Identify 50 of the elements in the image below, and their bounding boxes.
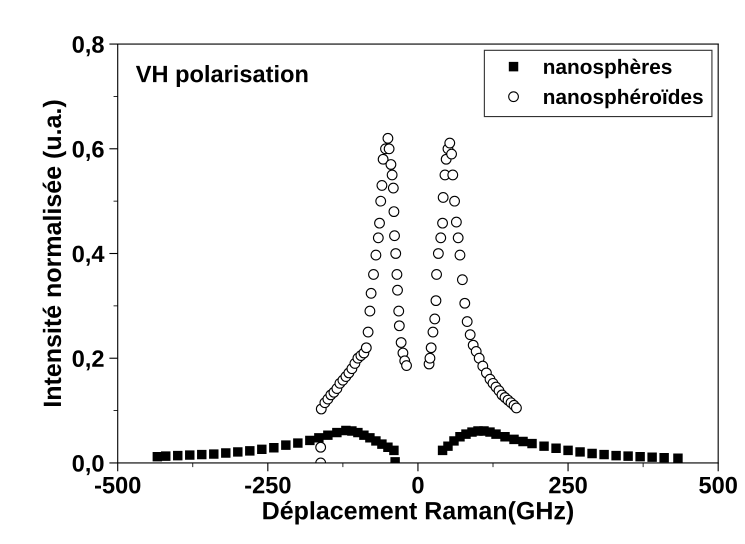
legend-label: nanosphères <box>544 58 672 78</box>
point <box>518 436 528 446</box>
point <box>623 451 633 461</box>
point <box>599 450 609 460</box>
point <box>673 454 683 463</box>
point <box>491 429 501 439</box>
point <box>539 441 549 451</box>
x-tick-label: -250 <box>245 476 290 494</box>
y-tick-label: 0,4 <box>72 246 104 266</box>
point <box>563 446 573 456</box>
point <box>269 443 279 452</box>
point <box>551 444 561 454</box>
point <box>647 452 657 462</box>
point <box>245 446 255 456</box>
point <box>611 450 621 460</box>
point <box>197 450 206 460</box>
annotation: VH polarisation <box>136 65 308 88</box>
point <box>500 432 510 442</box>
x-tick-label: 0 <box>412 476 424 494</box>
point <box>323 430 333 440</box>
x-tick-label: 250 <box>549 476 587 494</box>
point <box>281 440 291 450</box>
point <box>389 446 399 456</box>
point <box>185 450 194 460</box>
point <box>233 447 243 457</box>
point <box>152 452 162 462</box>
point <box>257 444 267 454</box>
point <box>293 438 303 448</box>
point <box>332 428 342 438</box>
point <box>305 436 315 446</box>
x-axis-title: Déplacement Raman(GHz) <box>263 500 573 524</box>
x-tick-label: -500 <box>95 476 140 494</box>
point <box>509 434 519 444</box>
y-tick-label: 0,0 <box>72 455 104 476</box>
point <box>221 448 231 458</box>
x-tick-label: 500 <box>699 476 737 494</box>
y-tick-label: 0,6 <box>72 140 104 161</box>
point <box>173 450 182 460</box>
y-tick-label: 0,8 <box>72 36 104 56</box>
y-tick-label: 0,2 <box>72 350 104 370</box>
point <box>659 452 669 462</box>
point <box>209 449 219 459</box>
point <box>314 433 324 443</box>
legend-label: nanosphéroïdes <box>544 88 703 108</box>
point <box>575 447 585 457</box>
point <box>587 448 597 458</box>
point <box>527 438 537 448</box>
point <box>635 452 645 462</box>
y-axis-title: Intensité normalisée (u.a.) <box>42 100 66 406</box>
point <box>161 451 170 461</box>
